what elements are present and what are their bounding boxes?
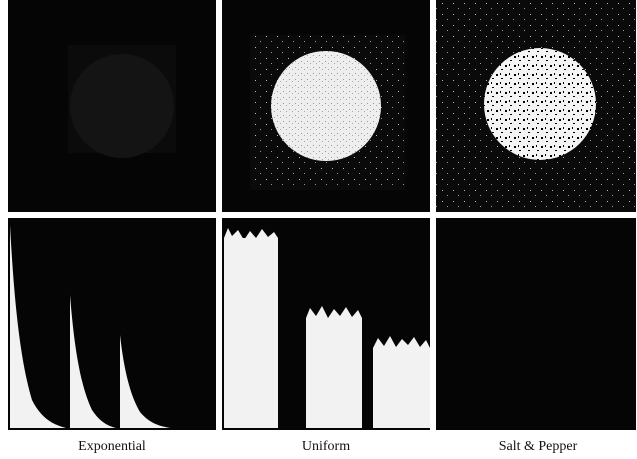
exponential-histogram: [8, 218, 216, 430]
exponential-image: [8, 0, 216, 212]
uniform-histogram: [222, 218, 430, 430]
salt-pepper-image: [436, 0, 636, 212]
page: Exponential Uniform Salt & Pepper (() =>…: [0, 0, 637, 459]
panel-label: Uniform: [302, 439, 350, 454]
panel-label: Salt & Pepper: [499, 439, 578, 454]
salt-pepper-histogram: [436, 218, 636, 430]
figure: Exponential Uniform Salt & Pepper: [0, 0, 637, 459]
uniform-image: [222, 0, 430, 212]
panel-label: Exponential: [78, 439, 146, 454]
